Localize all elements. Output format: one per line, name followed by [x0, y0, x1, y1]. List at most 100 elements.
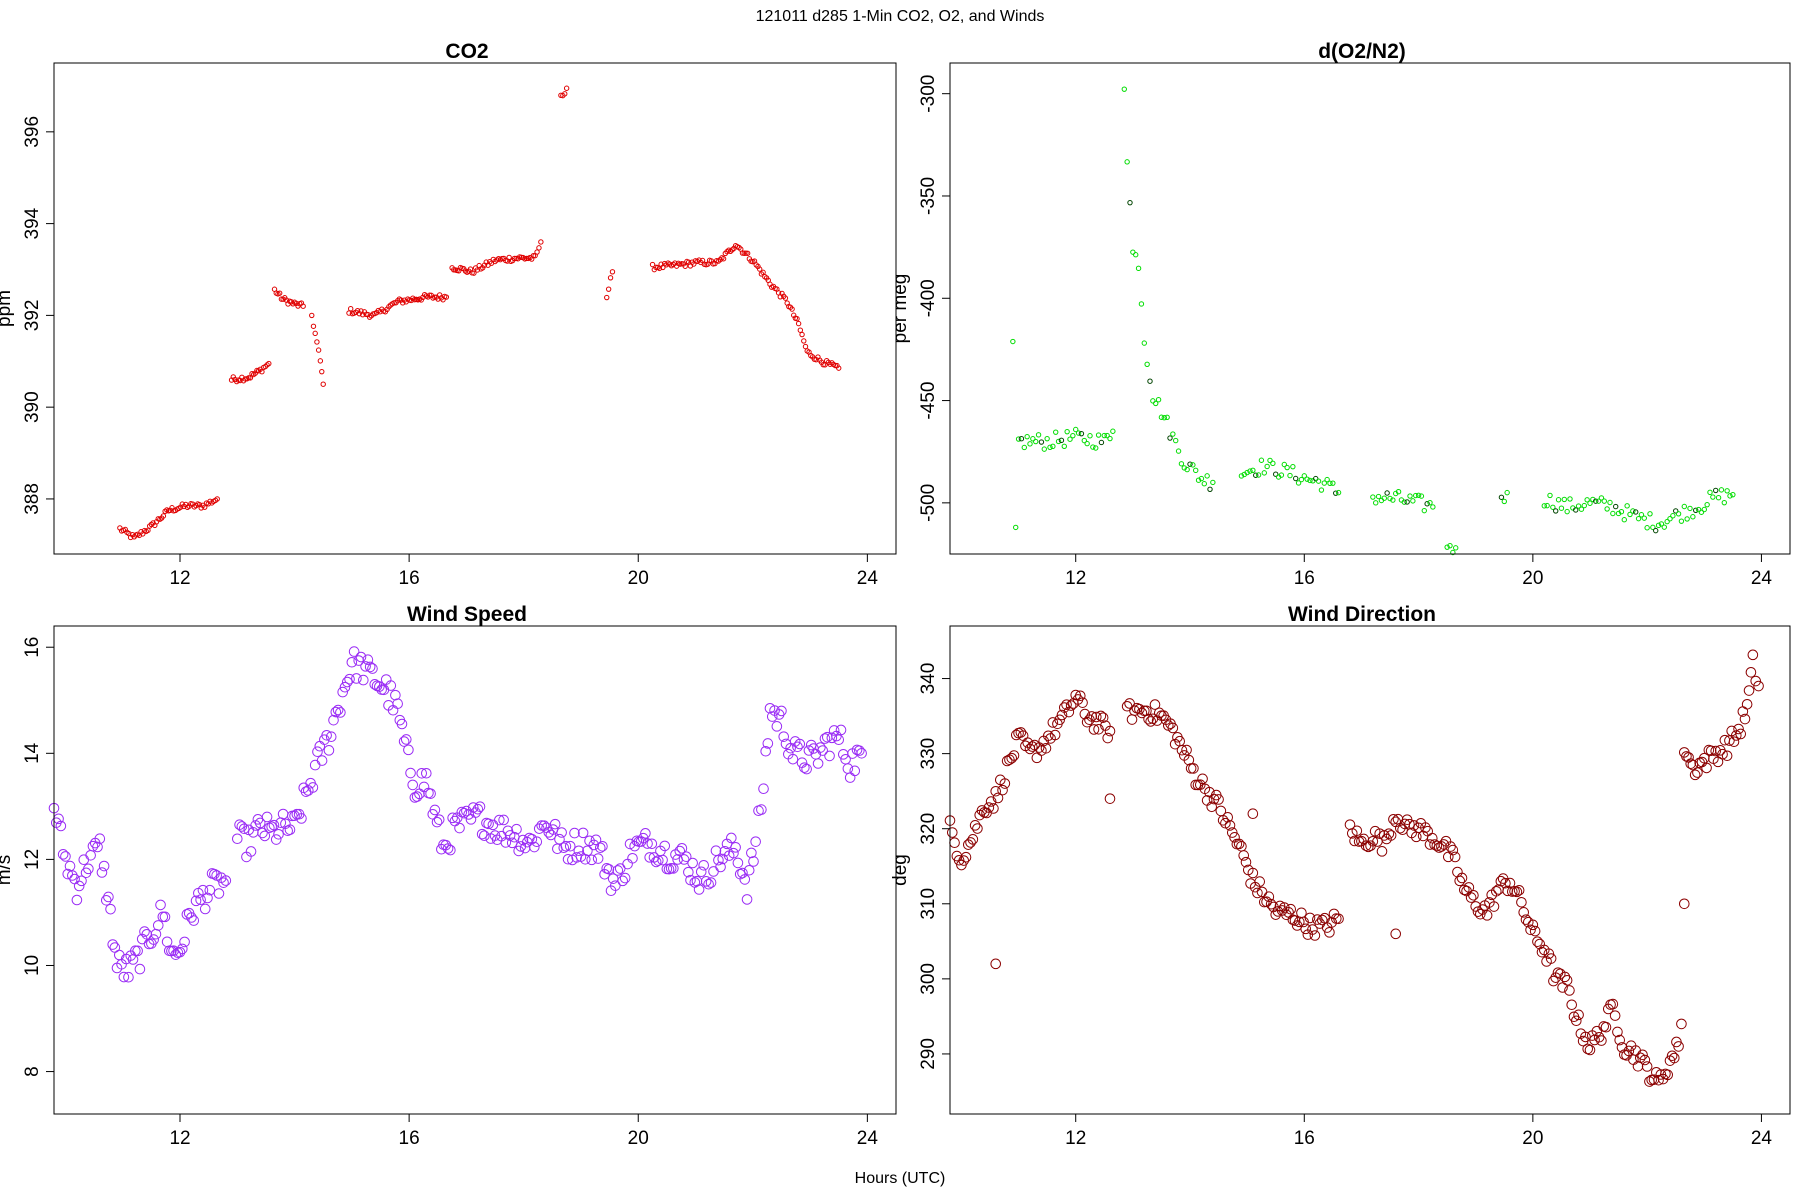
wind_direction-point [1676, 1018, 1687, 1030]
o2-y-tick-label: -350 [918, 177, 939, 215]
o2-point [1544, 502, 1550, 509]
co2-point [474, 267, 481, 273]
wind_direction-point [1673, 1041, 1684, 1052]
wind_speed-point [398, 736, 410, 747]
wind_speed-point [344, 673, 355, 685]
o2-point [1198, 475, 1205, 482]
o2-point [1175, 448, 1182, 454]
wind_speed-point [273, 828, 284, 840]
wind_direction-point [1687, 759, 1699, 771]
o2-point [1030, 436, 1036, 442]
wind_direction-point [1238, 850, 1250, 861]
co2-point [317, 358, 324, 364]
wind_speed-point [199, 903, 211, 915]
wind_speed-point [60, 851, 71, 862]
o2-point [1561, 496, 1567, 503]
wind_speed-point [341, 676, 353, 688]
o2-point [1293, 475, 1299, 482]
o2-point [1324, 476, 1330, 483]
o2-point [1450, 549, 1456, 556]
wind_direction-point [1564, 985, 1575, 996]
wind_speed-point [849, 765, 861, 777]
wind_direction-point [1678, 898, 1690, 910]
co2-point [802, 343, 809, 350]
co2-point [276, 290, 283, 296]
wind_direction-point [965, 837, 976, 848]
wind_direction-point [1285, 903, 1297, 915]
wind_speed-point [252, 814, 264, 825]
wind_direction-point [967, 834, 979, 845]
o2-point [1153, 400, 1159, 407]
co2-point [214, 496, 220, 502]
wind_direction-y-axis-label: deg [890, 854, 911, 886]
o2-point [1447, 542, 1453, 549]
o2-point [1407, 493, 1413, 499]
wind_speed-point [717, 853, 729, 865]
wind_speed-point [155, 899, 166, 911]
wind_speed-point [856, 748, 867, 759]
wind_direction-point [1185, 763, 1197, 774]
co2-point [511, 255, 518, 262]
wind_speed-point [526, 833, 538, 845]
o2-panel: d(O2/N2) per meg 12 16 20 24 -300 -350 -400 -450 -… [890, 40, 1791, 589]
wind_direction-point [1750, 675, 1762, 687]
o2-point [1053, 429, 1059, 435]
o2-point [1124, 159, 1130, 165]
wind_speed-point [87, 840, 99, 852]
wind_direction-point [1304, 912, 1316, 924]
wind_direction-point [1527, 919, 1539, 931]
wind_speed-point [139, 926, 150, 937]
wind_speed-point [447, 812, 458, 824]
o2-point [1064, 428, 1070, 435]
co2-point [744, 250, 751, 256]
wind_speed-point [824, 750, 835, 762]
wind_speed-point [588, 839, 600, 851]
o2-point [1264, 463, 1270, 470]
wind_direction-point [972, 823, 983, 834]
wind_speed-point [425, 788, 436, 799]
wind_speed-point [739, 874, 751, 885]
wind_speed-point [76, 875, 87, 887]
wind_direction-point [1653, 1074, 1664, 1086]
o2-point [1281, 461, 1287, 468]
wind_direction-point [1548, 975, 1559, 987]
wind_speed-point [472, 803, 484, 815]
o2-point [1715, 495, 1722, 501]
o2-point [1044, 435, 1050, 442]
wind_direction-point [1721, 750, 1733, 762]
co2-point [145, 527, 151, 534]
wind_speed-point [610, 880, 621, 891]
o2-point [1430, 504, 1436, 510]
wind_speed-point [545, 829, 557, 841]
wind_direction-x-tick-label: 12 [1065, 1128, 1086, 1149]
wind_speed-point [385, 680, 397, 691]
o2-point [1387, 495, 1393, 502]
wind_speed-point [577, 827, 589, 839]
wind_speed-point [730, 842, 741, 853]
wind_direction-point [1390, 928, 1402, 940]
o2-point [1415, 492, 1422, 498]
wind_speed-point [502, 825, 514, 837]
wind_speed-point [309, 759, 321, 771]
wind_speed-point [659, 840, 671, 852]
wind_speed-point [433, 814, 445, 825]
wind_speed-point [564, 840, 576, 852]
o2-point [1013, 524, 1019, 531]
wind_direction-point [1226, 827, 1238, 838]
wind_direction-point [1536, 946, 1548, 958]
wind_speed-point [98, 860, 110, 872]
o2-point [1404, 499, 1410, 505]
wind_speed-point [312, 746, 323, 758]
wind_direction-point [1456, 872, 1468, 884]
co2-point [795, 320, 802, 327]
wind_speed-point [612, 865, 624, 876]
o2-point [1578, 506, 1585, 512]
wind_speed-point [479, 830, 490, 842]
wind_speed-point [750, 836, 761, 847]
wind_direction-y-tick-label: 310 [918, 888, 939, 920]
wind_direction-point [1390, 816, 1402, 828]
wind_direction-point [1449, 851, 1461, 863]
wind_speed-point [429, 804, 441, 816]
co2-point [312, 330, 318, 337]
wind_speed-point [174, 946, 186, 958]
